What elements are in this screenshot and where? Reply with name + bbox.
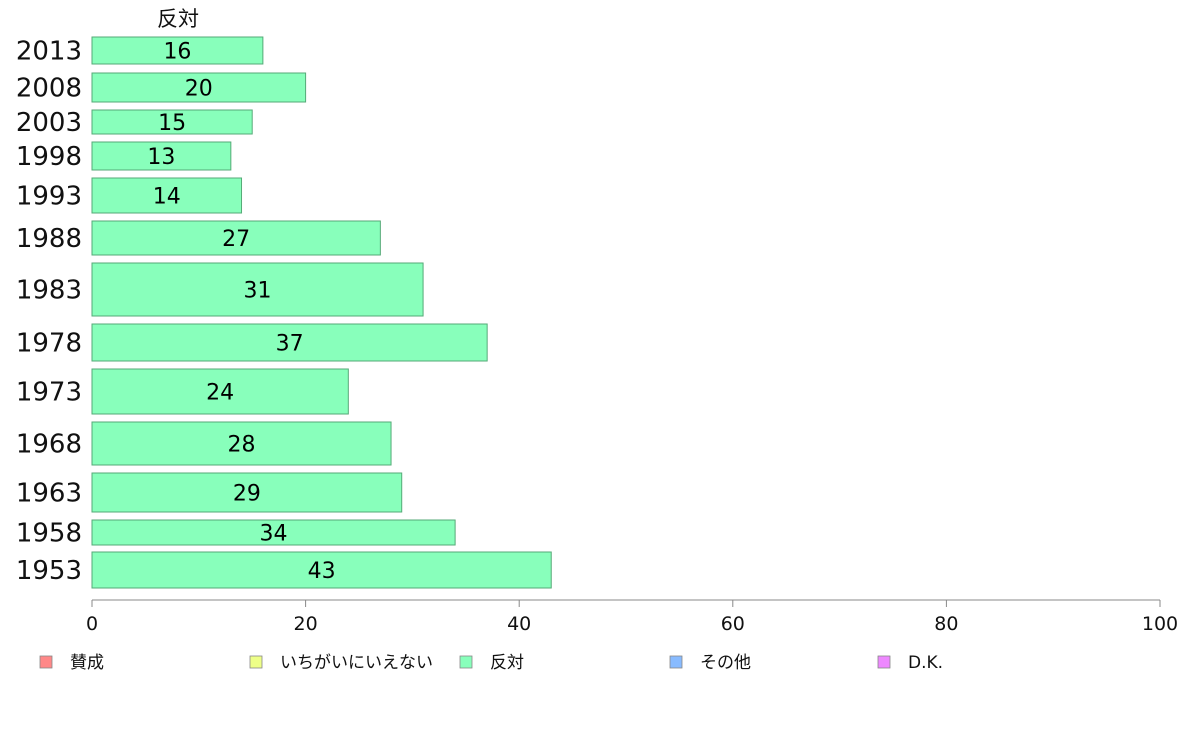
chart-title: 反対 [157, 7, 199, 31]
bars-group: 2013 16 2008 20 2003 15 1998 13 1993 14 1988 27 1983… [16, 36, 552, 589]
legend-label: D.K. [908, 653, 943, 673]
x-tick-label: 100 [1142, 613, 1178, 635]
bar [91, 472, 403, 513]
bar [91, 72, 307, 103]
legend-swatch [877, 655, 891, 669]
bar-value-label: 14 [153, 185, 181, 210]
bar [91, 141, 232, 171]
legend-item: 反対 [459, 653, 524, 673]
legend-item: いちがいにいえない [249, 653, 433, 673]
bar-value-label: 27 [222, 227, 250, 252]
legend-swatch [459, 655, 473, 669]
x-tick-label: 20 [294, 613, 318, 635]
legend-label: 賛成 [70, 653, 104, 673]
x-tick-label: 80 [934, 613, 958, 635]
bar-value-label: 43 [308, 559, 336, 584]
bar-value-label: 16 [163, 40, 191, 65]
legend-swatch [39, 655, 53, 669]
year-label: 1993 [16, 182, 82, 212]
legend-item: 賛成 [39, 653, 104, 673]
bar [91, 36, 264, 65]
x-tick-label: 60 [721, 613, 745, 635]
bar-value-label: 13 [147, 145, 175, 170]
bar-value-label: 20 [185, 77, 213, 102]
legend-label: その他 [700, 653, 751, 673]
bar [91, 421, 392, 466]
bar [91, 177, 243, 214]
legend-label: 反対 [490, 653, 524, 673]
bar-value-label: 29 [233, 482, 261, 507]
legend-label: いちがいにいえない [280, 653, 433, 673]
bar [91, 220, 381, 256]
year-label: 1963 [16, 479, 82, 509]
x-axis: 0 20 40 60 80 100 [86, 599, 1178, 635]
year-label: 1953 [16, 556, 82, 586]
year-label: 1998 [16, 142, 82, 172]
bar-value-label: 37 [276, 332, 304, 357]
legend-item: その他 [669, 653, 751, 673]
year-label: 1968 [16, 430, 82, 460]
year-label: 2013 [16, 37, 82, 67]
bar [91, 368, 349, 415]
bar-value-label: 28 [228, 433, 256, 458]
year-label: 1983 [16, 276, 82, 306]
x-tick-label: 40 [507, 613, 531, 635]
bar-value-label: 31 [244, 279, 272, 304]
bar [91, 519, 456, 546]
legend-swatch [249, 655, 263, 669]
year-label: 2008 [16, 74, 82, 104]
legend-swatch [669, 655, 683, 669]
year-label: 2003 [16, 108, 82, 138]
x-tick-label: 0 [86, 613, 98, 635]
bar [91, 109, 253, 135]
bar-value-label: 15 [158, 111, 186, 136]
year-label: 1978 [16, 329, 82, 359]
year-label: 1958 [16, 519, 82, 549]
legend: 賛成 いちがいにいえない 反対 その他 D.K. [39, 653, 943, 673]
year-label: 1988 [16, 224, 82, 254]
bar [91, 262, 424, 317]
year-label: 1973 [16, 378, 82, 408]
legend-item: D.K. [877, 653, 943, 673]
bar-value-label: 24 [206, 381, 234, 406]
bar [91, 551, 552, 589]
bar-value-label: 34 [260, 522, 288, 547]
bar [91, 323, 488, 362]
